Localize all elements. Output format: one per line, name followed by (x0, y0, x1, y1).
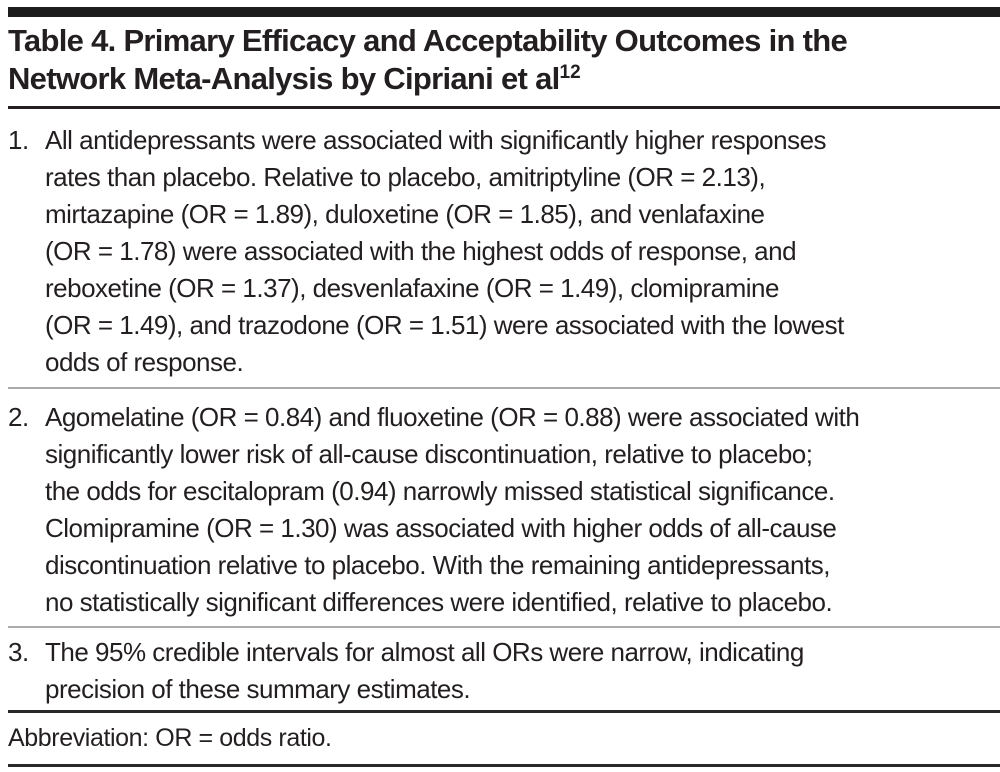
table-title-line-2: Network Meta-Analysis by Cipriani et al1… (8, 60, 1000, 103)
list-item-1: 1. All antidepressants were associated w… (8, 109, 1000, 381)
text-line: Clomipramine (OR = 1.30) was associated … (45, 513, 837, 543)
text-line: All antidepressants were associated with… (45, 125, 827, 155)
bottom-rule (8, 764, 1000, 767)
text-line: the odds for escitalopram (0.94) narrowl… (45, 476, 835, 506)
text-line: significantly lower risk of all-cause di… (45, 439, 813, 469)
list-item-1-number: 1. (8, 125, 29, 155)
text-line: The 95% credible intervals for almost al… (45, 637, 804, 667)
text-line: odds of response. (45, 347, 244, 377)
abbreviation-footnote: Abbreviation: OR = odds ratio. (8, 724, 332, 752)
text-line: (OR = 1.49), and trazodone (OR = 1.51) w… (45, 310, 844, 340)
text-line: reboxetine (OR = 1.37), desvenlafaxine (… (45, 273, 779, 303)
list-item-3: 3. The 95% credible intervals for almost… (8, 628, 1000, 708)
text-line: discontinuation relative to placebo. Wit… (45, 550, 830, 580)
text-line: Agomelatine (OR = 0.84) and fluoxetine (… (45, 402, 860, 432)
text-line: rates than placebo. Relative to placebo,… (45, 162, 766, 192)
list-item-3-number: 3. (8, 637, 29, 667)
title-rule (8, 106, 1000, 109)
footnote-top-rule (8, 710, 1000, 713)
table-title: Table 4. Primary Efficacy and Acceptabil… (8, 17, 1000, 103)
list-item-3-text: The 95% credible intervals for almost al… (45, 634, 1000, 708)
text-line: no statistically significant differences… (45, 587, 833, 617)
list-item-2-text: Agomelatine (OR = 0.84) and fluoxetine (… (45, 399, 1000, 621)
citation-superscript: 12 (559, 62, 581, 83)
list-item-2: 2. Agomelatine (OR = 0.84) and fluoxetin… (8, 389, 1000, 621)
text-line: (OR = 1.78) were associated with the hig… (45, 236, 797, 266)
text-line: mirtazapine (OR = 1.89), duloxetine (OR … (45, 199, 765, 229)
list-item-2-number: 2. (8, 402, 29, 432)
text-line: precision of these summary estimates. (45, 674, 471, 704)
row-separator-2 (8, 626, 1000, 628)
table-title-line-1: Table 4. Primary Efficacy and Acceptabil… (8, 23, 848, 58)
table-title-line-2-text: Network Meta-Analysis by Cipriani et al (8, 61, 560, 96)
top-rule (8, 7, 1000, 17)
list-item-1-text: All antidepressants were associated with… (45, 122, 1000, 381)
row-separator-1 (8, 387, 1000, 389)
